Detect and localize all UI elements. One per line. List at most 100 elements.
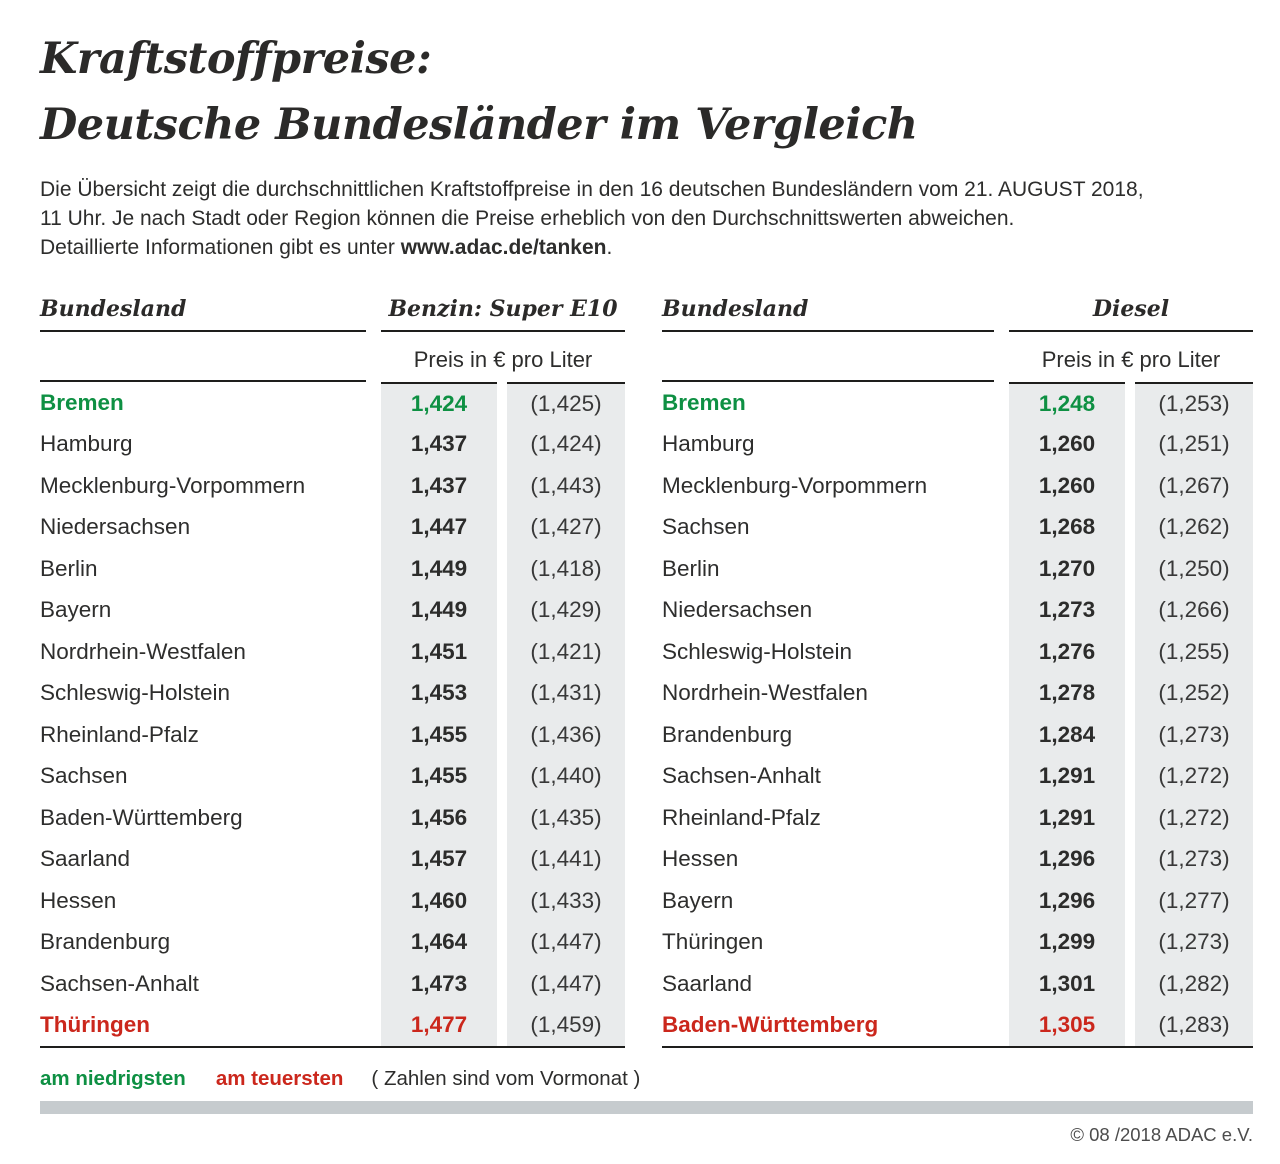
intro-line1: Die Übersicht zeigt die durchschnittlich… <box>40 178 1144 201</box>
table-row: Thüringen 1,299 (1,273) <box>662 921 1253 963</box>
state-name: Hessen <box>40 887 117 913</box>
column-gap <box>366 548 381 590</box>
table-row: Bayern 1,296 (1,277) <box>662 880 1253 922</box>
column-gap <box>1125 631 1135 673</box>
prev-month-value: (1,273) <box>1135 838 1253 880</box>
divider-bar <box>40 1101 1253 1114</box>
column-gap <box>994 797 1009 839</box>
column-gap <box>994 880 1009 922</box>
diesel-table-subheader: Preis in € pro Liter <box>662 332 1253 382</box>
price-value: 1,453 <box>381 672 497 714</box>
column-gap <box>1125 839 1135 881</box>
prev-month-value: (1,250) <box>1135 548 1253 590</box>
prev-month-value: (1,436) <box>507 714 625 756</box>
table-row: Hamburg 1,260 (1,251) <box>662 423 1253 466</box>
state-name: Sachsen <box>40 763 128 789</box>
subheader-spacer <box>40 332 366 382</box>
price-value: 1,260 <box>1009 423 1125 465</box>
table-row: Baden-Württemberg 1,456 (1,435) <box>40 797 625 839</box>
page-title-line1: Kraftstoffpreise: <box>40 34 432 84</box>
column-gap <box>994 714 1009 756</box>
state-name: Nordrhein-Westfalen <box>662 680 868 706</box>
column-gap <box>1125 673 1135 715</box>
column-header-diesel: Diesel <box>1009 296 1253 332</box>
prev-month-value: (1,273) <box>1135 714 1253 756</box>
column-gap <box>994 382 1009 424</box>
state-name: Rheinland-Pfalz <box>662 804 821 830</box>
column-gap <box>366 714 381 756</box>
column-header-benzin: Benzin: Super E10 <box>381 296 625 332</box>
state-name: Mecklenburg-Vorpommern <box>662 472 928 498</box>
column-gap <box>1125 548 1135 590</box>
column-gap <box>994 756 1009 798</box>
table-row: Rheinland-Pfalz 1,291 (1,272) <box>662 797 1253 839</box>
diesel-table: Bundesland Diesel Preis in € pro Liter B… <box>662 296 1253 1048</box>
state-name: Brandenburg <box>662 721 793 747</box>
column-gap <box>497 548 507 590</box>
prev-month-value: (1,424) <box>507 423 625 465</box>
column-gap <box>1125 465 1135 507</box>
price-value: 1,276 <box>1009 631 1125 673</box>
column-gap <box>497 590 507 632</box>
table-row: Saarland 1,301 (1,282) <box>662 963 1253 1005</box>
prev-month-value: (1,433) <box>507 880 625 922</box>
state-name: Mecklenburg-Vorpommern <box>40 472 306 498</box>
state-name: Sachsen <box>662 514 750 540</box>
prev-month-value: (1,266) <box>1135 589 1253 631</box>
prev-month-value: (1,429) <box>507 589 625 631</box>
price-value: 1,447 <box>381 506 497 548</box>
state-name: Nordrhein-Westfalen <box>40 638 246 664</box>
price-value: 1,455 <box>381 714 497 756</box>
price-value: 1,437 <box>381 465 497 507</box>
column-gap <box>366 880 381 922</box>
price-value: 1,473 <box>381 963 497 1005</box>
intro-paragraph: Die Übersicht zeigt die durchschnittlich… <box>40 175 1253 262</box>
benzin-table-rows: Bremen 1,424 (1,425) Hamburg 1,437 (1,42… <box>40 382 625 1046</box>
state-name: Niedersachsen <box>40 514 191 540</box>
price-value: 1,437 <box>381 423 497 465</box>
state-name: Bremen <box>662 389 746 415</box>
state-name: Bayern <box>662 887 734 913</box>
intro-line3-text: Detaillierte Informationen gibt es unter <box>40 236 401 259</box>
state-name: Berlin <box>40 555 98 581</box>
state-name: Baden-Württemberg <box>40 804 243 830</box>
price-value: 1,273 <box>1009 589 1125 631</box>
page-title: Kraftstoffpreise: Deutsche Bundesländer i… <box>40 26 1253 158</box>
price-value: 1,301 <box>1009 963 1125 1005</box>
benzin-table-header: Bundesland Benzin: Super E10 <box>40 296 625 332</box>
price-tables: Bundesland Benzin: Super E10 Preis in € … <box>40 296 1253 1048</box>
column-gap <box>366 590 381 632</box>
price-value: 1,278 <box>1009 672 1125 714</box>
table-row: Mecklenburg-Vorpommern 1,437 (1,443) <box>40 465 625 507</box>
column-gap <box>497 797 507 839</box>
column-gap <box>366 424 381 466</box>
state-name: Hessen <box>662 846 739 872</box>
table-row: Mecklenburg-Vorpommern 1,260 (1,267) <box>662 465 1253 507</box>
column-gap <box>497 922 507 964</box>
price-value: 1,455 <box>381 755 497 797</box>
prev-month-value: (1,252) <box>1135 672 1253 714</box>
state-name: Hamburg <box>662 431 755 457</box>
state-name: Sachsen-Anhalt <box>662 763 821 789</box>
column-gap <box>366 673 381 715</box>
prev-month-value: (1,427) <box>507 506 625 548</box>
column-gap <box>366 465 381 507</box>
price-value: 1,460 <box>381 880 497 922</box>
column-gap <box>994 424 1009 466</box>
table-row: Niedersachsen 1,447 (1,427) <box>40 506 625 548</box>
column-header-bundesland: Bundesland <box>662 296 994 332</box>
column-gap <box>497 465 507 507</box>
table-row: Sachsen 1,455 (1,440) <box>40 755 625 797</box>
prev-month-value: (1,425) <box>507 382 625 424</box>
table-row: Bremen 1,248 (1,253) <box>662 382 1253 424</box>
column-gap <box>366 1005 381 1047</box>
price-value: 1,291 <box>1009 755 1125 797</box>
state-name: Saarland <box>40 846 131 872</box>
price-value: 1,299 <box>1009 921 1125 963</box>
prev-month-value: (1,267) <box>1135 465 1253 507</box>
column-gap <box>366 797 381 839</box>
column-gap <box>994 631 1009 673</box>
column-gap <box>1125 590 1135 632</box>
subheader-spacer <box>662 332 994 382</box>
column-gap <box>366 296 381 332</box>
